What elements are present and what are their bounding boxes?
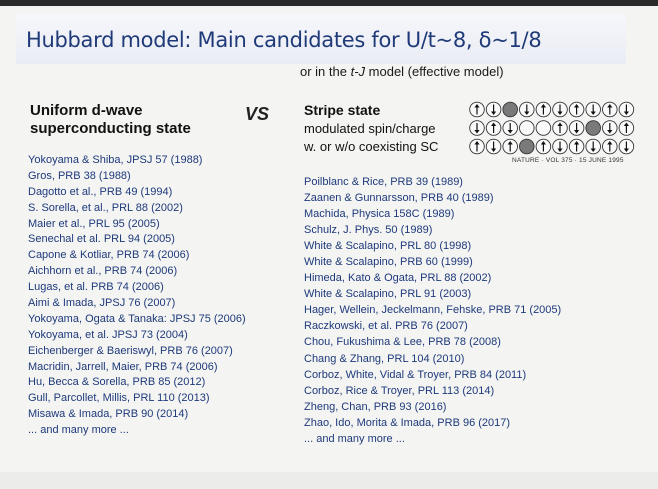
- reference-item: Machida, Physica 158C (1989): [304, 208, 455, 221]
- right-reference-list: Poilblanc & Rice, PRB 39 (1989) Zaanen & …: [304, 174, 561, 447]
- reference-item: Hu, Becca & Sorella, PRB 85 (2012): [28, 376, 206, 389]
- hole-site: [535, 120, 552, 136]
- arrow-head-icon: [474, 130, 480, 134]
- right-heading-line2: modulated spin/charge: [304, 121, 436, 136]
- arrow-head-icon: [574, 141, 580, 145]
- right-heading-title: Stripe state: [304, 102, 381, 118]
- vs-label: VS: [245, 104, 270, 124]
- arrow-head-icon: [623, 111, 629, 115]
- reference-item: Aimi & Imada, JPSJ 76 (2007): [28, 297, 176, 310]
- arrow-head-icon: [524, 111, 530, 115]
- reference-item: Yokoyama, et al. JPSJ 73 (2004): [28, 328, 188, 341]
- arrow-head-icon: [557, 111, 563, 115]
- reference-item: White & Scalapino, PRL 80 (1998): [304, 240, 472, 253]
- arrow-head-icon: [590, 148, 596, 152]
- reference-item: Dagotto et al., PRB 49 (1994): [28, 185, 173, 198]
- reference-item: Zaanen & Gunnarsson, PRB 40 (1989): [304, 192, 494, 205]
- reference-item: Zheng, Chan, PRB 93 (2016): [304, 400, 447, 413]
- reference-item: Senechal et al. PRL 94 (2005): [28, 233, 175, 246]
- hole-site-filled: [585, 120, 601, 136]
- arrow-head-icon: [491, 148, 497, 152]
- left-reference-list: Yokoyama & Shiba, JPSJ 57 (1988) Gros, PR…: [28, 153, 246, 439]
- reference-item: Chang & Zhang, PRL 104 (2010): [304, 352, 465, 365]
- subtitle: or in the t-J model (effective model): [300, 64, 504, 79]
- arrow-head-icon: [557, 148, 563, 152]
- reference-item: Aichhorn et al., PRB 74 (2006): [28, 265, 178, 278]
- reference-item: Lugas, et al. PRB 74 (2006): [28, 281, 164, 294]
- reference-item: Hager, Wellein, Jeckelmann, Fehske, PRB …: [304, 304, 562, 317]
- reference-item: Yokoyama & Shiba, JPSJ 57 (1988): [28, 154, 203, 166]
- arrow-head-icon: [507, 130, 513, 134]
- right-heading-line3: w. or w/o coexisting SC: [304, 139, 439, 154]
- reference-item: White & Scalapino, PRL 91 (2003): [304, 288, 472, 301]
- reference-item: Capone & Kotliar, PRB 74 (2006): [28, 249, 190, 262]
- left-heading: Uniform d-wave superconducting state: [30, 102, 191, 138]
- arrow-head-icon: [491, 122, 497, 126]
- slide-title: Hubbard model: Main candidates for U/t~8…: [26, 28, 542, 52]
- arrow-head-icon: [491, 111, 497, 115]
- reference-item: Raczkowski, et al. PRB 76 (2007): [304, 320, 468, 333]
- subtitle-before: or in the: [300, 64, 351, 79]
- reference-item: Schulz, J. Phys. 50 (1989): [304, 224, 433, 237]
- left-heading-line1: Uniform d-wave: [30, 102, 143, 119]
- arrow-head-icon: [574, 104, 580, 108]
- subtitle-after: model (effective model): [365, 64, 504, 79]
- reference-item: Yokoyama, Ogata & Tanaka: JPSJ 75 (2006): [28, 312, 246, 325]
- reference-item: S. Sorella, et al., PRL 88 (2002): [28, 201, 183, 214]
- reference-item: Corboz, White, Vidal & Troyer, PRB 84 (2…: [304, 368, 527, 381]
- reference-item: Maier et al., PRL 95 (2005): [28, 217, 160, 230]
- arrow-head-icon: [574, 130, 580, 134]
- title-band: [16, 14, 626, 64]
- reference-item: Zhao, Ido, Morita & Imada, PRB 96 (2017): [304, 416, 511, 429]
- arrow-head-icon: [557, 122, 563, 126]
- bottom-bar: [0, 472, 658, 489]
- reference-item: Macridin, Jarrell, Maier, PRB 74 (2006): [28, 360, 218, 373]
- left-heading-line2: superconducting state: [30, 120, 191, 137]
- reference-item: ... and many more ...: [304, 432, 405, 445]
- figure-caption: NATURE · VOL 375 · 15 JUNE 1995: [512, 157, 624, 164]
- reference-item: Gros, PRB 38 (1988): [28, 169, 131, 182]
- arrow-head-icon: [607, 104, 613, 108]
- arrow-head-icon: [623, 148, 629, 152]
- arrow-head-icon: [507, 141, 513, 145]
- arrow-head-icon: [540, 141, 546, 145]
- arrow-head-icon: [474, 141, 480, 145]
- reference-item: Himeda, Kato & Ogata, PRL 88 (2002): [304, 272, 492, 285]
- reference-item: Poilblanc & Rice, PRB 39 (1989): [304, 176, 463, 188]
- arrow-head-icon: [623, 122, 629, 126]
- top-bar: [0, 0, 658, 6]
- reference-item: Corboz, Rice & Troyer, PRL 113 (2014): [304, 384, 495, 397]
- reference-item: Chou, Fukushima & Lee, PRB 78 (2008): [304, 336, 501, 349]
- reference-item: Misawa & Imada, PRB 90 (2014): [28, 408, 189, 421]
- reference-item: Gull, Parcollet, Millis, PRL 110 (2013): [28, 392, 210, 405]
- hole-site-filled: [519, 138, 535, 155]
- hole-site-filled: [502, 101, 518, 118]
- arrow-head-icon: [607, 130, 613, 134]
- arrow-head-icon: [540, 104, 546, 108]
- arrow-head-icon: [607, 141, 613, 145]
- reference-item: White & Scalapino, PRB 60 (1999): [304, 256, 473, 269]
- arrow-head-icon: [590, 111, 596, 115]
- subtitle-italic: t-J: [350, 64, 366, 79]
- arrow-head-icon: [474, 104, 480, 108]
- stripe-lattice-figure: [469, 101, 635, 155]
- hole-site: [519, 120, 535, 136]
- reference-item: ... and many more ...: [28, 424, 129, 437]
- reference-item: Eichenberger & Baeriswyl, PRB 76 (2007): [28, 344, 233, 357]
